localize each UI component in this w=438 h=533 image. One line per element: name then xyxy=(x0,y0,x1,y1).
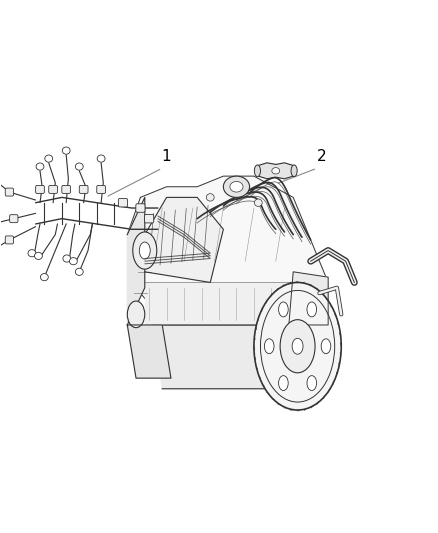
Ellipse shape xyxy=(28,249,36,257)
FancyBboxPatch shape xyxy=(118,198,127,207)
Ellipse shape xyxy=(75,268,83,276)
Text: 1: 1 xyxy=(162,149,171,164)
Ellipse shape xyxy=(62,147,70,154)
Ellipse shape xyxy=(35,252,42,260)
FancyBboxPatch shape xyxy=(5,236,14,244)
Ellipse shape xyxy=(279,376,288,391)
Ellipse shape xyxy=(230,181,243,192)
Ellipse shape xyxy=(63,255,71,262)
FancyBboxPatch shape xyxy=(10,215,18,223)
FancyBboxPatch shape xyxy=(145,214,154,223)
Ellipse shape xyxy=(307,376,317,391)
FancyBboxPatch shape xyxy=(62,185,71,193)
Ellipse shape xyxy=(254,165,261,176)
Ellipse shape xyxy=(272,167,280,174)
Ellipse shape xyxy=(291,165,297,176)
Ellipse shape xyxy=(223,176,250,197)
FancyBboxPatch shape xyxy=(5,188,14,196)
FancyBboxPatch shape xyxy=(49,185,57,193)
Ellipse shape xyxy=(280,320,315,373)
Ellipse shape xyxy=(133,232,157,269)
Polygon shape xyxy=(258,163,293,179)
Ellipse shape xyxy=(75,163,83,170)
Ellipse shape xyxy=(45,155,53,162)
Ellipse shape xyxy=(206,193,214,201)
Polygon shape xyxy=(145,282,293,325)
Polygon shape xyxy=(127,325,171,378)
FancyBboxPatch shape xyxy=(97,185,106,193)
Ellipse shape xyxy=(265,339,274,354)
Ellipse shape xyxy=(321,339,331,354)
Polygon shape xyxy=(153,325,285,389)
Ellipse shape xyxy=(127,301,145,328)
FancyBboxPatch shape xyxy=(79,185,88,193)
FancyBboxPatch shape xyxy=(136,204,145,212)
Text: 2: 2 xyxy=(317,149,326,164)
Polygon shape xyxy=(127,176,328,357)
Polygon shape xyxy=(127,197,145,325)
FancyBboxPatch shape xyxy=(35,185,44,193)
Ellipse shape xyxy=(307,302,317,317)
Ellipse shape xyxy=(40,273,48,281)
Ellipse shape xyxy=(279,302,288,317)
Ellipse shape xyxy=(97,155,105,162)
Ellipse shape xyxy=(292,338,303,354)
Polygon shape xyxy=(289,272,328,325)
Ellipse shape xyxy=(36,163,44,170)
Ellipse shape xyxy=(139,242,150,259)
Polygon shape xyxy=(145,197,223,282)
Ellipse shape xyxy=(254,199,262,206)
Ellipse shape xyxy=(70,257,78,265)
Ellipse shape xyxy=(254,282,341,410)
